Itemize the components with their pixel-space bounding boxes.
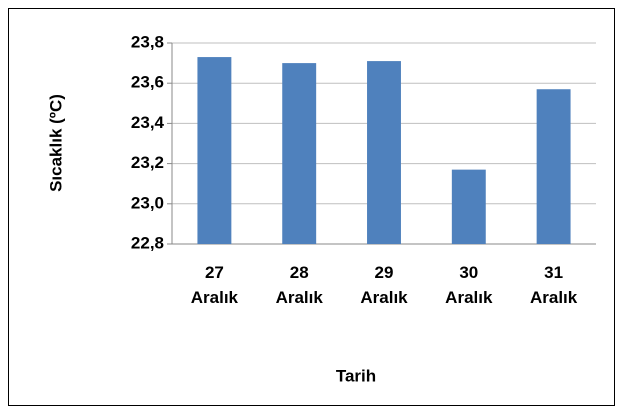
y-tick-label: 23,8 xyxy=(131,32,164,51)
x-tick-label: 27 Aralık xyxy=(191,263,239,307)
y-tick-label: 23,0 xyxy=(131,193,164,212)
y-tick-label: 22,8 xyxy=(131,233,164,252)
y-tick-label: 23,4 xyxy=(131,113,165,132)
y-tick-label: 23,2 xyxy=(131,153,164,172)
y-tick-label: 23,6 xyxy=(131,73,164,92)
bar xyxy=(367,61,401,245)
x-tick-label: 29 Aralık xyxy=(360,263,408,307)
y-axis-title: Sıcaklık (ºC) xyxy=(46,94,65,192)
bar xyxy=(282,63,317,244)
x-tick-label: 30 Aralık xyxy=(445,263,493,307)
bar xyxy=(536,89,571,244)
x-tick-label: 31 Aralık xyxy=(530,263,578,307)
x-axis-title: Tarih xyxy=(336,366,376,385)
x-tick-label: 28 Aralık xyxy=(276,263,324,307)
bar xyxy=(197,57,232,244)
bar xyxy=(451,169,486,244)
